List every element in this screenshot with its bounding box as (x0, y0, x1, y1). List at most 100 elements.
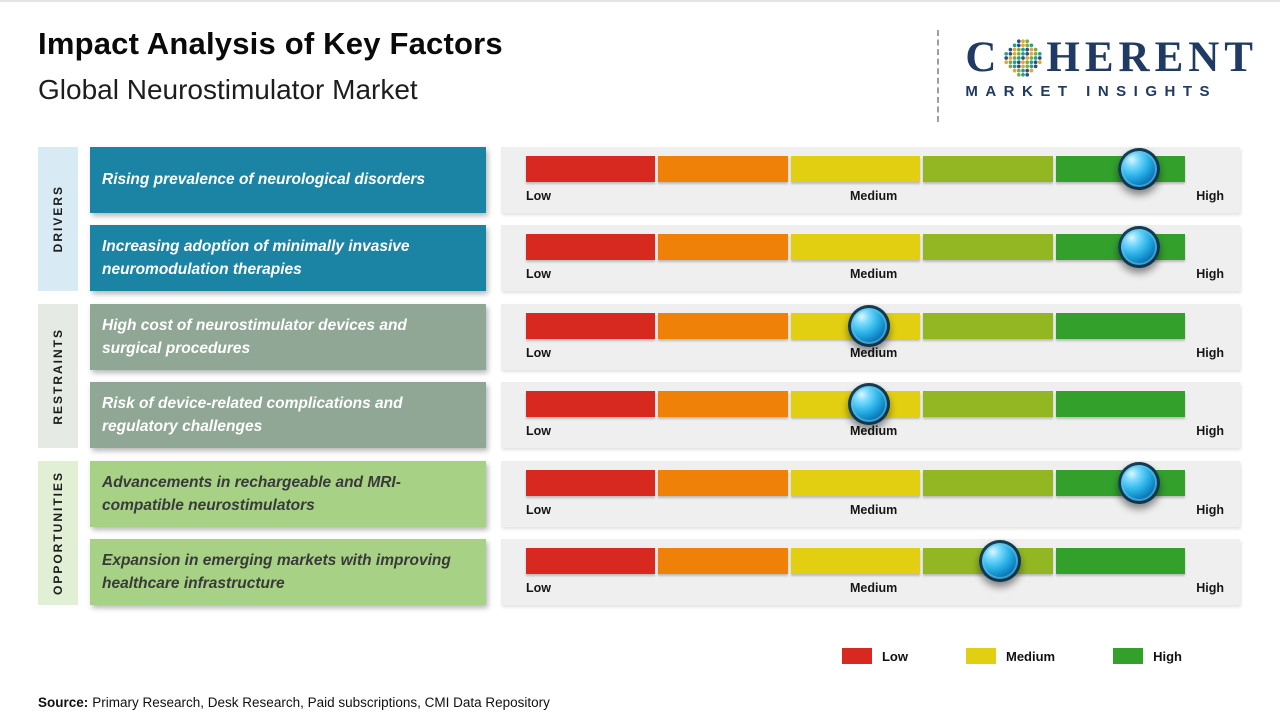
legend-swatch-high (1113, 648, 1144, 664)
source-note: Source: Primary Research, Desk Research, … (38, 695, 550, 710)
segment-medium-high (923, 313, 1053, 339)
page-title: Impact Analysis of Key Factors (38, 26, 503, 61)
factor-text: Increasing adoption of minimally invasiv… (102, 237, 410, 278)
impact-scale: Low Medium High (501, 382, 1240, 448)
impact-scale: Low Medium High (501, 539, 1240, 605)
factor-row-driver-1: Rising prevalence of neurological disord… (90, 147, 1240, 213)
group-label-drivers: DRIVERS (51, 185, 65, 253)
scale-labels: Low Medium High (526, 424, 1224, 438)
factor-text: High cost of neurostimulator devices and… (102, 316, 407, 357)
scale-label-high: High (1196, 503, 1224, 517)
scale-label-medium: Medium (849, 581, 898, 595)
scale-track (526, 540, 1186, 582)
segment-low (526, 548, 656, 574)
impact-marker (1117, 462, 1160, 504)
scale-track (526, 148, 1186, 190)
scale-label-medium: Medium (849, 189, 898, 203)
factor-row-restraint-2: Risk of device-related complications and… (90, 382, 1240, 448)
globe-icon (1002, 37, 1044, 79)
impact-marker (1117, 226, 1160, 268)
impact-scale: Low Medium High (501, 461, 1240, 527)
scale-label-low: Low (526, 581, 551, 595)
page-subtitle: Global Neurostimulator Market (38, 74, 418, 105)
factor-row-opportunity-1: Advancements in rechargeable and MRI-com… (90, 461, 1240, 527)
segment-medium-high (923, 156, 1053, 182)
scale-label-high: High (1196, 424, 1224, 438)
source-text: Primary Research, Desk Research, Paid su… (92, 695, 550, 710)
factor-text-box: Expansion in emerging markets with impro… (90, 539, 486, 605)
scale-label-low: Low (526, 189, 551, 203)
segment-medium (790, 470, 921, 496)
legend-swatch-medium (965, 648, 996, 664)
dashed-divider (937, 30, 940, 122)
segment-low-medium (658, 313, 788, 339)
impact-marker (979, 540, 1022, 582)
segment-low-medium (658, 548, 788, 574)
logo-wordmark: C HERENT (965, 36, 1258, 79)
legend-label-high: High (1153, 648, 1182, 664)
scale-labels: Low Medium High (526, 267, 1224, 281)
segment-low (526, 470, 656, 496)
factor-text: Risk of device-related complications and… (102, 394, 403, 435)
scale-label-medium: Medium (849, 267, 898, 281)
group-restraints: RESTRAINTS High cost of neurostimulator … (38, 304, 1240, 448)
segment-medium-high (923, 470, 1053, 496)
group-drivers: DRIVERS Rising prevalence of neurologica… (38, 147, 1240, 291)
logo-letters-rest: HERENT (1046, 34, 1258, 81)
factor-text-box: Advancements in rechargeable and MRI-com… (90, 461, 486, 527)
impact-scale: Low Medium High (501, 225, 1240, 291)
factor-row-restraint-1: High cost of neurostimulator devices and… (90, 304, 1240, 370)
scale-track (526, 305, 1186, 347)
segment-medium (790, 548, 921, 574)
impact-marker (847, 383, 890, 425)
scale-label-low: Low (526, 503, 551, 517)
scale-label-medium: Medium (849, 424, 898, 438)
factor-text: Advancements in rechargeable and MRI-com… (102, 473, 401, 514)
group-opportunities: OPPORTUNITIES Advancements in rechargeab… (38, 461, 1240, 605)
legend-item-medium: Medium (965, 648, 1056, 664)
segment-low-medium (658, 156, 788, 182)
segment-medium (790, 234, 921, 260)
scale-label-high: High (1196, 189, 1224, 203)
scale-labels: Low Medium High (526, 346, 1224, 360)
source-label: Source: (38, 695, 89, 710)
header: Impact Analysis of Key Factors Global Ne… (0, 2, 1280, 122)
segment-high (1055, 391, 1186, 417)
segment-low-medium (658, 391, 788, 417)
scale-labels: Low Medium High (526, 189, 1224, 203)
segment-medium-high (923, 234, 1053, 260)
factor-text: Expansion in emerging markets with impro… (102, 551, 451, 592)
scale-label-medium: Medium (849, 346, 898, 360)
scale-track (526, 462, 1186, 504)
legend-label-medium: Medium (1005, 648, 1056, 664)
scale-label-high: High (1196, 267, 1224, 281)
factor-text-box: Rising prevalence of neurological disord… (90, 147, 486, 213)
factor-text-box: Increasing adoption of minimally invasiv… (90, 225, 486, 291)
scale-label-low: Low (526, 267, 551, 281)
segment-high (1055, 548, 1186, 574)
legend-label-low: Low (881, 648, 908, 664)
segment-low-medium (658, 470, 788, 496)
impact-marker (1117, 148, 1160, 190)
group-label-opportunities: OPPORTUNITIES (51, 470, 65, 595)
logo-tagline: MARKET INSIGHTS (965, 83, 1217, 100)
brand-logo: C HERENT MARKET INSIGHTS (937, 30, 1258, 122)
scale-label-high: High (1196, 581, 1224, 595)
segment-low (526, 391, 656, 417)
scale-label-medium: Medium (849, 503, 898, 517)
legend: Low Medium High (841, 648, 1182, 664)
group-strip-restraints: RESTRAINTS (38, 304, 78, 448)
group-strip-drivers: DRIVERS (38, 147, 78, 291)
group-label-restraints: RESTRAINTS (51, 327, 65, 425)
factor-text-box: High cost of neurostimulator devices and… (90, 304, 486, 370)
scale-label-low: Low (526, 346, 551, 360)
segment-low (526, 313, 656, 339)
segment-medium (790, 156, 921, 182)
logo-letter-c: C (965, 34, 1002, 81)
legend-item-high: High (1113, 648, 1182, 664)
title-block: Impact Analysis of Key Factors Global Ne… (38, 26, 503, 122)
factor-row-opportunity-2: Expansion in emerging markets with impro… (90, 539, 1240, 605)
scale-label-high: High (1196, 346, 1224, 360)
segment-low-medium (658, 234, 788, 260)
